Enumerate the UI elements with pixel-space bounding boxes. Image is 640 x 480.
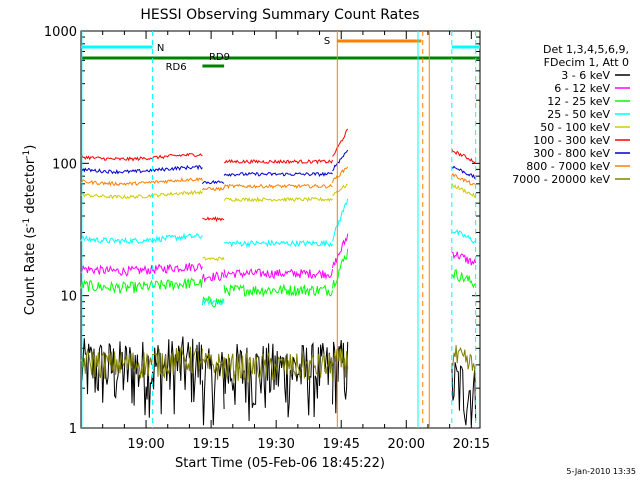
series-line [80, 128, 477, 223]
legend-entry-label: 3 - 6 keV [561, 69, 610, 82]
y-axis-label: Count Rate (s-1 detector-1) [22, 145, 38, 316]
series-line [80, 198, 477, 307]
series-lines [80, 128, 477, 426]
y-tick-label: 1000 [44, 25, 77, 40]
rd9-label: RD9 [209, 52, 230, 63]
series-line [80, 233, 477, 283]
legend-entry-label: 12 - 25 keV [547, 95, 610, 108]
legend-entry-label: 800 - 7000 keV [526, 160, 610, 173]
legend-entry-label: 300 - 800 keV [533, 147, 610, 160]
x-axis-label: Start Time (05-Feb-06 18:45:22) [175, 456, 385, 471]
y-tick-label: 1 [69, 422, 77, 437]
legend-entry-label: 100 - 300 keV [533, 134, 610, 147]
series-line [80, 345, 477, 384]
x-tick-label: 19:30 [257, 437, 294, 452]
legend-header: FDecim 1, Att 0 [544, 56, 629, 69]
y-tick-label: 10 [60, 290, 77, 305]
axes: 1 10 100 1000 19:00 19:15 19:30 19:45 20:00 20:15 [44, 25, 490, 452]
interval-bars: N S RD6 RD9 [81, 36, 480, 73]
x-tick-label: 19:45 [322, 437, 359, 452]
legend-entry-label: 50 - 100 keV [540, 121, 610, 134]
series-line [80, 183, 477, 262]
legend-header: Det 1,3,4,5,6,9, [543, 43, 629, 56]
night-label: N [157, 43, 164, 54]
footer-timestamp: 5-Jan-2010 13:35 [566, 467, 636, 476]
y-tick-label: 100 [52, 157, 77, 172]
y-label-end: ) [23, 145, 38, 150]
plot-area [80, 30, 481, 429]
series-line [80, 149, 476, 185]
saa-label: S [324, 36, 330, 47]
legend-entry-label: 6 - 12 keV [554, 82, 610, 95]
y-label-mid: detector [23, 158, 38, 218]
legend: Det 1,3,4,5,6,9,FDecim 1, Att 03 - 6 keV… [512, 43, 630, 186]
series-line [80, 166, 476, 192]
series-line [80, 336, 477, 426]
rd6-label: RD6 [166, 62, 187, 73]
x-tick-label: 19:00 [127, 437, 164, 452]
event-markers [81, 31, 477, 428]
x-tick-label: 20:15 [453, 437, 490, 452]
plot-frame [80, 30, 481, 429]
series-line [80, 248, 476, 308]
y-label-main: Count Rate (s [23, 227, 38, 316]
y-label-sup2: -1 [22, 150, 32, 159]
chart-title: HESSI Observing Summary Count Rates [140, 7, 419, 23]
x-tick-label: 20:00 [388, 437, 425, 452]
legend-entry-label: 7000 - 20000 keV [512, 173, 610, 186]
x-tick-label: 19:15 [192, 437, 229, 452]
y-label-sup1: -1 [22, 218, 32, 227]
legend-entry-label: 25 - 50 keV [547, 108, 610, 121]
